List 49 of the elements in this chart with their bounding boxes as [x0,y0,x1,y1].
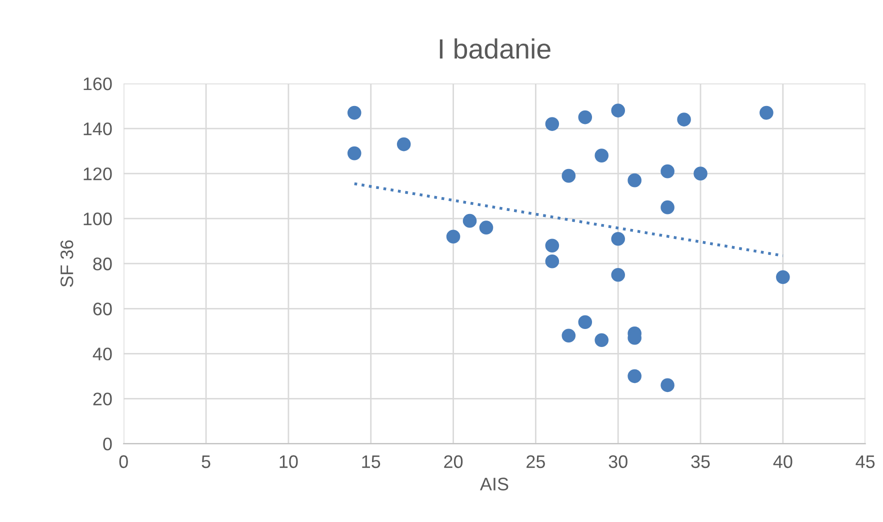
y-tick-label: 20 [93,392,112,406]
point [611,232,626,246]
x-tick-label: 35 [691,455,710,468]
point [347,106,362,120]
point [545,254,560,268]
point [628,369,642,384]
point [479,220,494,234]
point [545,117,560,131]
point [396,137,411,152]
x-tick-label: 10 [280,455,298,468]
point [628,173,642,188]
point [677,112,691,126]
x-tick-label: 40 [773,455,792,468]
y-tick-label: 0 [103,438,112,450]
y-tick-label: 60 [93,302,112,316]
y-tick-label: 140 [84,122,112,136]
point [347,146,362,160]
point [694,166,708,180]
x-axis-title: AIS [480,478,508,490]
x-tick-label: 45 [856,455,875,468]
point [446,230,460,244]
point [611,268,626,282]
point [562,168,576,183]
point [611,104,626,118]
point [578,315,592,330]
point [594,148,609,162]
x-tick-label: 15 [362,455,380,468]
point [594,333,609,348]
chart-title: I badanie [440,38,550,59]
point [660,200,674,214]
x-tick-label: 30 [608,455,628,468]
point [462,214,477,228]
y-axis-title: SF 36 [60,240,74,287]
y-tick-label: 120 [84,168,112,180]
point [760,106,774,120]
x-tick-label: 20 [444,455,463,468]
point [578,110,592,124]
y-tick-label: 160 [84,77,112,90]
y-tick-label: 40 [92,348,112,360]
x-tick-label: 25 [526,455,545,468]
point [660,164,674,178]
point [562,328,576,343]
y-tick-label: 80 [93,258,112,270]
x-tick-label: 5 [202,455,210,468]
y-tick-label: 100 [84,212,112,226]
point [660,378,674,392]
point [776,270,790,284]
x-tick-label: 0 [119,455,128,468]
point [545,238,560,253]
